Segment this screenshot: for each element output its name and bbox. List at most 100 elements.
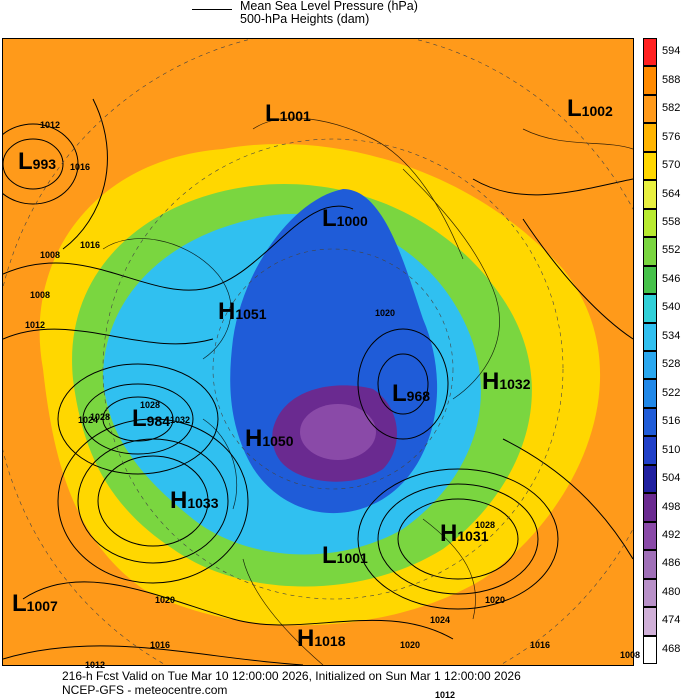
isobars — [3, 98, 633, 665]
color-scale-swatch — [643, 635, 657, 664]
center-type-letter: L — [392, 380, 407, 407]
color-scale-swatch — [643, 578, 657, 608]
color-scale-swatch — [643, 464, 657, 494]
center-type-letter: L — [132, 405, 147, 432]
high-pressure-center: H1033 — [170, 487, 219, 515]
contour-line-legend-swatch — [192, 9, 232, 10]
color-scale-swatch — [643, 550, 657, 579]
color-scale-label: 510 — [662, 443, 681, 456]
forecast-map — [2, 38, 634, 666]
low-pressure-center: L993 — [18, 148, 56, 176]
color-scale-label: 546 — [662, 272, 681, 285]
center-pressure-value: 1033 — [187, 495, 219, 511]
isobar-value-label: 1012 — [435, 690, 456, 700]
isobar-value-label: 1012 — [25, 320, 46, 330]
isobar-value-label: 1016 — [530, 640, 551, 650]
color-scale-label: 588 — [662, 73, 681, 86]
center-pressure-value: 1001 — [336, 550, 368, 566]
center-pressure-value: 984 — [146, 413, 171, 429]
isobar-value-label: 1028 — [90, 412, 111, 422]
color-scale-swatch — [643, 237, 657, 266]
isobar-value-label: 1008 — [620, 650, 641, 660]
color-scale-label: 474 — [662, 614, 681, 627]
forecast-valid-time: 216-h Fcst Valid on Tue Mar 10 12:00:00 … — [62, 669, 521, 683]
isobar-value-label: 1016 — [80, 240, 101, 250]
color-scale-swatch — [643, 493, 657, 522]
high-pressure-center: H1051 — [218, 298, 267, 326]
center-type-letter: L — [18, 148, 33, 175]
color-scale-label: 570 — [662, 159, 681, 172]
center-pressure-value: 993 — [32, 156, 57, 172]
legend-title-pressure: Mean Sea Level Pressure (hPa) — [240, 0, 418, 13]
center-type-letter: L — [265, 100, 280, 127]
color-scale-swatch — [643, 436, 657, 465]
heights-deep-core — [300, 404, 376, 460]
center-pressure-value: 1007 — [26, 598, 58, 614]
center-type-letter: L — [322, 542, 337, 569]
color-scale-label: 528 — [662, 358, 681, 371]
latitude-circles — [3, 39, 633, 665]
isobar-value-label: 1024 — [78, 415, 99, 425]
center-pressure-value: 1032 — [499, 376, 531, 392]
isobar-value-label: 1016 — [70, 162, 91, 172]
center-type-letter: H — [482, 368, 500, 395]
center-pressure-value: 1000 — [336, 213, 368, 229]
isobar-value-label: 1020 — [155, 595, 176, 605]
center-pressure-value: 1002 — [581, 103, 613, 119]
color-scale-label: 558 — [662, 215, 681, 228]
high-pressure-center: H1032 — [482, 368, 531, 396]
high-pressure-center: H1031 — [440, 520, 489, 548]
low-pressure-center: L1002 — [567, 95, 613, 123]
isobar-value-label: 1028 — [475, 520, 496, 530]
color-scale-swatch — [643, 38, 657, 67]
color-scale-label: 504 — [662, 472, 681, 485]
color-scale-label: 582 — [662, 102, 681, 115]
isobar-value-label: 1012 — [85, 660, 106, 670]
center-type-letter: H — [170, 487, 188, 514]
color-scale-label: 594 — [662, 45, 681, 58]
color-scale-swatch — [643, 265, 657, 295]
color-scale-label: 480 — [662, 585, 681, 598]
color-scale-swatch — [643, 607, 657, 636]
center-pressure-value: 968 — [406, 388, 431, 404]
isobar-value-label: 1032 — [170, 415, 191, 425]
center-type-letter: L — [567, 95, 582, 122]
color-scale-label: 468 — [662, 642, 681, 655]
color-scale-label: 522 — [662, 386, 681, 399]
color-scale-swatch — [643, 180, 657, 209]
center-type-letter: H — [297, 625, 315, 652]
model-source: NCEP-GFS - meteocentre.com — [62, 683, 228, 697]
color-scale-swatch — [643, 94, 657, 124]
color-scale-label: 498 — [662, 500, 681, 513]
isobar-value-label: 1008 — [40, 250, 61, 260]
low-pressure-center: L984 — [132, 405, 170, 433]
color-scale-swatch — [643, 407, 657, 437]
color-scale-swatch — [643, 208, 657, 238]
center-type-letter: L — [12, 590, 27, 617]
color-scale-swatch — [643, 322, 657, 351]
isobar-value-label: 1020 — [375, 308, 396, 318]
color-scale-swatch — [643, 521, 657, 551]
color-scale-label: 540 — [662, 301, 681, 314]
color-scale-label: 552 — [662, 244, 681, 257]
center-pressure-value: 1031 — [457, 528, 489, 544]
color-scale-swatch — [643, 351, 657, 380]
color-scale-swatch — [643, 151, 657, 181]
color-scale-label: 534 — [662, 329, 681, 342]
legend-title-heights: 500-hPa Heights (dam) — [240, 12, 370, 26]
color-scale-swatch — [643, 379, 657, 408]
low-pressure-center: L1007 — [12, 590, 58, 618]
color-scale-label: 516 — [662, 415, 681, 428]
color-scale-bar — [643, 38, 659, 664]
low-pressure-center: L1001 — [265, 100, 311, 128]
isobar-value-label: 1024 — [430, 615, 451, 625]
isobar-value-label: 1012 — [40, 120, 61, 130]
isobar-value-label: 1020 — [485, 595, 506, 605]
isobar-value-label: 1020 — [400, 640, 421, 650]
color-scale-label: 576 — [662, 130, 681, 143]
color-scale-label: 564 — [662, 187, 681, 200]
color-scale-swatch — [643, 294, 657, 323]
high-pressure-center: H1050 — [245, 425, 294, 453]
low-pressure-center: L968 — [392, 380, 430, 408]
low-pressure-center: L1000 — [322, 205, 368, 233]
